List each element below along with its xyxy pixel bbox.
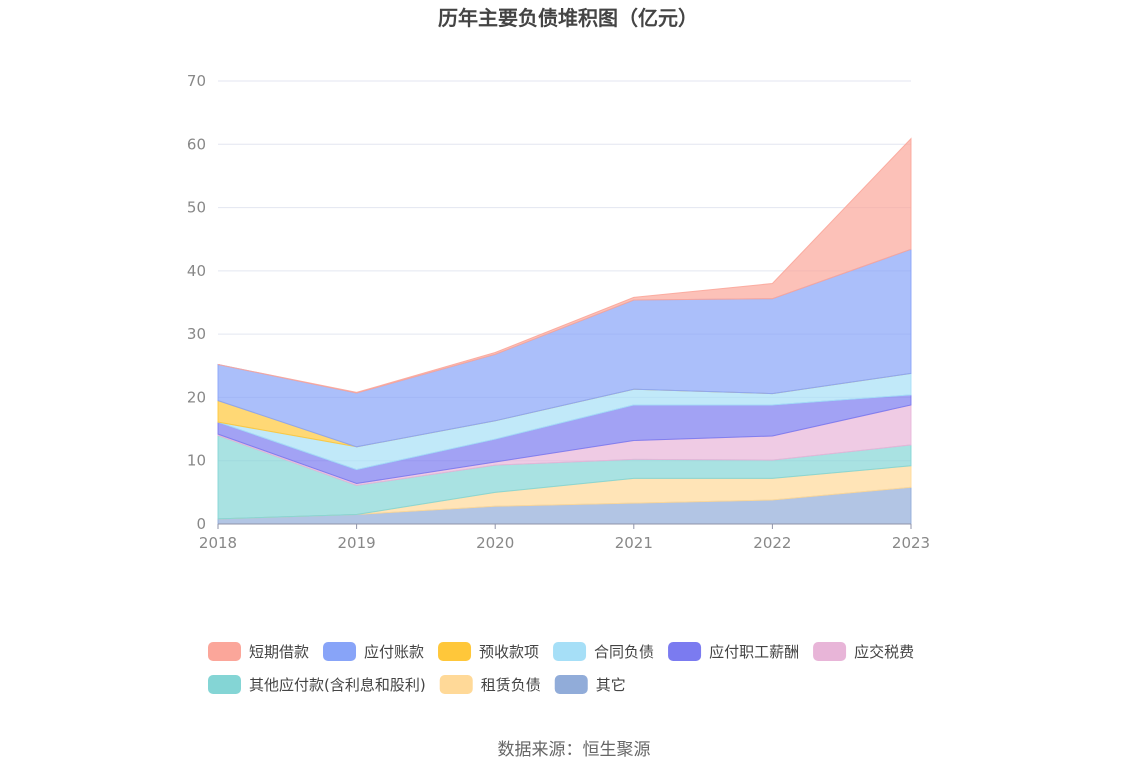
legend-label: 合同负债 [594, 643, 654, 661]
legend-item[interactable]: 应交税费 [813, 642, 914, 661]
y-tick-label: 0 [196, 515, 206, 533]
legend-swatch [668, 642, 702, 661]
x-tick-label: 2021 [615, 534, 653, 552]
x-tick-label: 2018 [199, 534, 237, 552]
legend-label: 租赁负债 [481, 676, 541, 694]
legend-item[interactable]: 应付账款 [323, 642, 424, 661]
source-note: 数据来源：恒生聚源 [498, 740, 651, 760]
legend-swatch [323, 642, 357, 661]
legend-swatch [208, 675, 241, 694]
legend-item[interactable]: 其它 [554, 675, 626, 694]
legend-label: 短期借款 [249, 643, 309, 661]
legend-swatch [439, 675, 473, 694]
legend-label: 应交税费 [854, 643, 914, 661]
y-tick-label: 50 [187, 199, 206, 217]
legend-item[interactable]: 租赁负债 [439, 675, 541, 694]
legend-swatch [553, 642, 587, 661]
legend-item[interactable]: 短期借款 [208, 642, 309, 661]
chart-title: 历年主要负债堆积图（亿元） [438, 6, 698, 30]
area-series-group [217, 137, 912, 525]
legend-swatch [554, 675, 588, 694]
x-tick-label: 2022 [753, 534, 791, 552]
x-tick-label: 2020 [476, 534, 514, 552]
legend-label: 其它 [596, 676, 626, 694]
y-tick-label: 60 [187, 135, 206, 153]
legend-label: 应付职工薪酬 [709, 643, 799, 661]
y-tick-label: 30 [187, 325, 206, 343]
legend-item[interactable]: 预收款项 [438, 642, 539, 661]
legend-item[interactable]: 应付职工薪酬 [668, 642, 799, 661]
y-tick-label: 40 [187, 262, 206, 280]
legend-item[interactable]: 其他应付款(含利息和股利) [208, 675, 426, 694]
x-tick-label: 2023 [892, 534, 930, 552]
y-tick-label: 70 [187, 72, 206, 90]
x-tick-label: 2019 [338, 534, 376, 552]
legend-swatch [208, 642, 241, 661]
y-tick-label: 10 [187, 452, 206, 470]
legend-swatch [438, 642, 472, 661]
legend-item[interactable]: 合同负债 [553, 642, 654, 661]
legend-label: 应付账款 [364, 643, 424, 661]
legend-swatch [813, 642, 847, 661]
legend-label: 预收款项 [479, 643, 539, 661]
legend-label: 其他应付款(含利息和股利) [249, 676, 426, 694]
axes: 0 10 20 30 40 50 60 70 2018 2019 2020 2021 2022 2023 [187, 72, 930, 552]
y-tick-label: 20 [187, 388, 206, 406]
area-series-8 [217, 137, 912, 394]
